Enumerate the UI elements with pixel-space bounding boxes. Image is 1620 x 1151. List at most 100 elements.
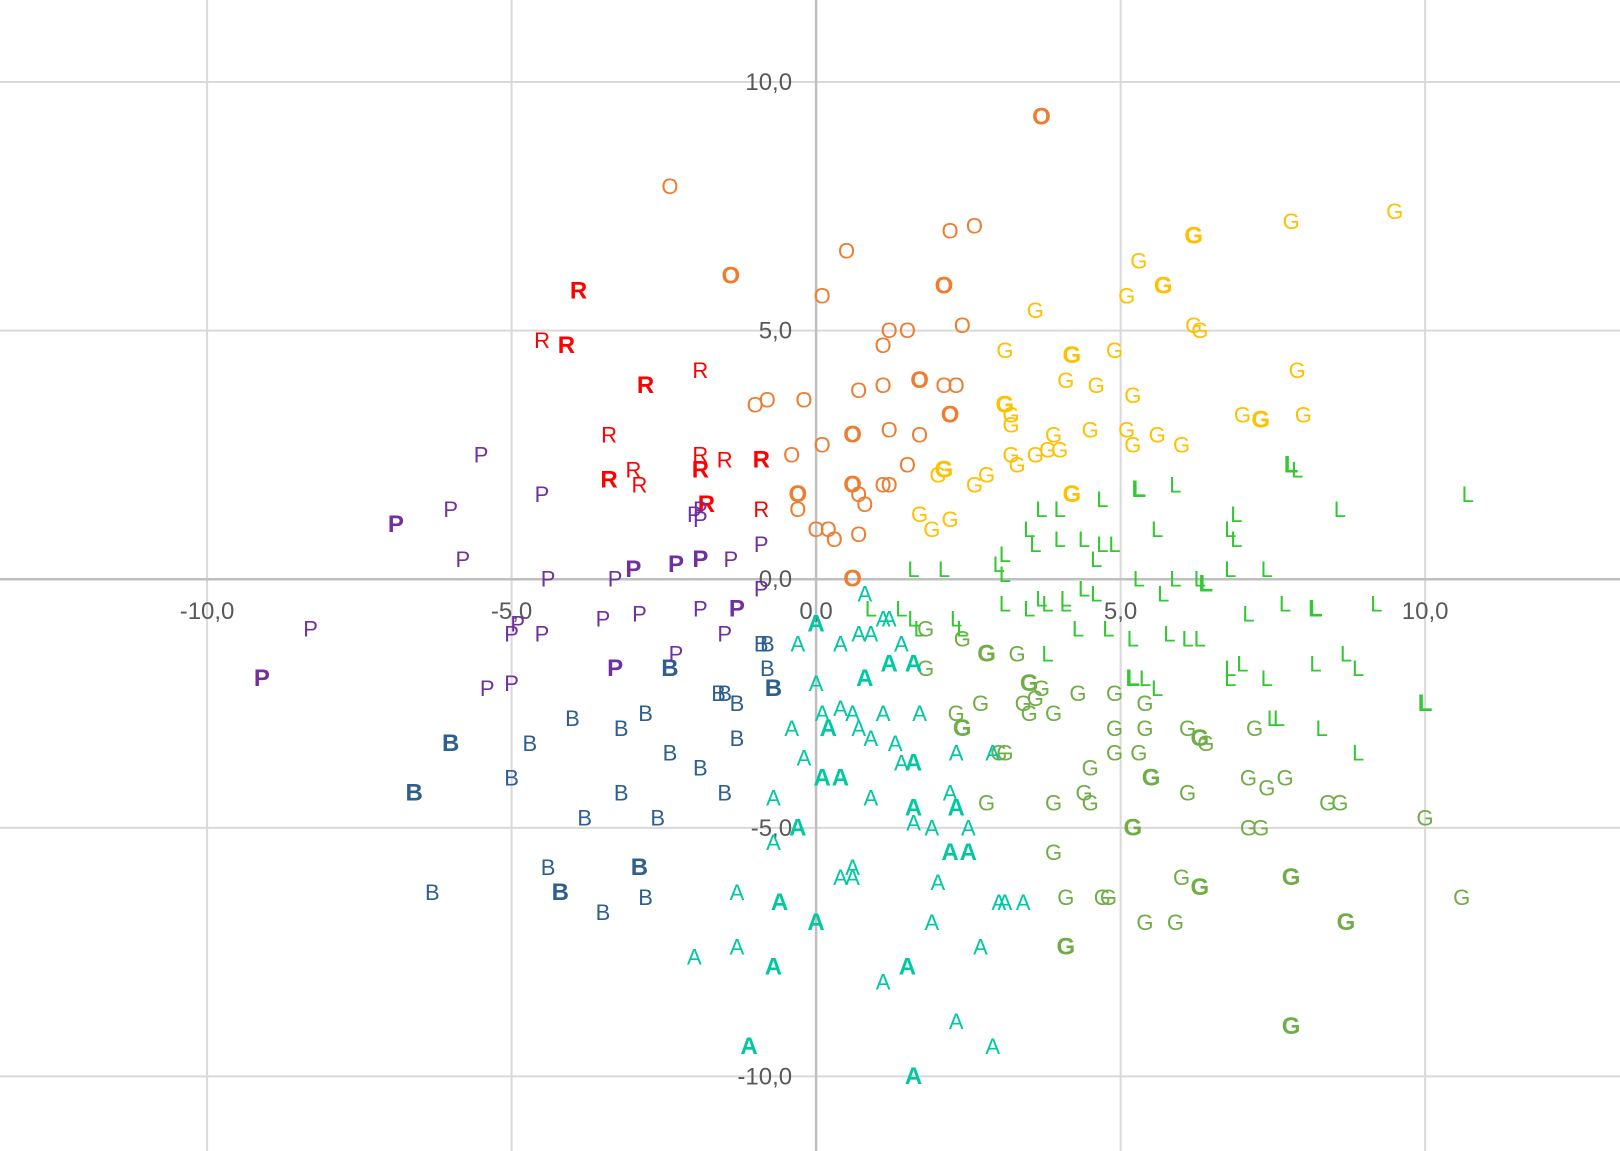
point-l-2-67: L [1418, 690, 1433, 717]
point-a-4-4: A [790, 631, 805, 656]
point-b-5-9: B [614, 716, 629, 741]
point-g-3-33: G [1075, 781, 1092, 806]
point-g-3-21: G [1197, 731, 1214, 756]
point-a-4-41: A [960, 839, 977, 866]
point-l-2-37: L [895, 597, 907, 622]
point-a-4-8: A [894, 631, 909, 656]
point-l-2-71: L [1352, 741, 1364, 766]
point-g-3-20: G [1190, 725, 1209, 752]
y-tick-label-3: 5,0 [759, 318, 792, 345]
point-g-3-45: G [1190, 874, 1209, 901]
point-g-3-1: G [954, 626, 971, 651]
point-b-5-14: B [693, 756, 708, 781]
point-l-2-39: L [1023, 597, 1035, 622]
point-b-5-11: B [523, 731, 538, 756]
point-l-2-18: L [1108, 532, 1120, 557]
point-b-5-21: B [650, 805, 665, 830]
point-g-1-14: G [1088, 373, 1105, 398]
point-g-3-14: G [1045, 701, 1062, 726]
point-o-0-15: O [850, 378, 867, 403]
point-b-5-8: B [565, 706, 580, 731]
point-g-3-25: G [1106, 741, 1123, 766]
point-b-5-10: B [638, 701, 653, 726]
point-l-2-28: L [1199, 571, 1214, 598]
point-l-2-12: L [1078, 527, 1090, 552]
point-o-0-30: O [881, 472, 898, 497]
point-l-2-33: L [1157, 582, 1169, 607]
point-a-4-0: A [857, 582, 872, 607]
point-g-1-32: G [1009, 452, 1026, 477]
point-p-7-1: P [535, 482, 550, 507]
point-a-4-32: A [943, 781, 958, 806]
point-l-2-64: L [1151, 676, 1163, 701]
point-p-7-23: P [303, 616, 318, 641]
point-o-0-27: O [843, 471, 862, 498]
point-l-2-56: L [1041, 641, 1053, 666]
point-l-2-2: L [1462, 482, 1474, 507]
point-p-7-2: P [443, 497, 458, 522]
point-g-1-31: G [1051, 437, 1068, 462]
point-b-5-16: B [504, 766, 519, 791]
point-g-1-19: G [1251, 407, 1270, 434]
point-a-4-19: A [820, 715, 837, 742]
point-g-1-25: G [1149, 423, 1166, 448]
point-l-2-16: L [1029, 532, 1041, 557]
point-a-4-6: A [851, 621, 866, 646]
point-p-7-19: P [596, 607, 611, 632]
x-tick-label-1: -5,0 [491, 598, 532, 625]
point-p-7-20: P [510, 611, 525, 636]
point-l-2-69: L [1273, 706, 1285, 731]
point-l-2-62: L [1125, 665, 1140, 692]
point-o-0-3: O [838, 239, 855, 264]
point-b-5-15: B [730, 726, 745, 751]
point-p-7-0: P [474, 442, 489, 467]
point-p-7-16: P [693, 597, 708, 622]
point-l-2-38: L [999, 592, 1011, 617]
point-l-2-29: L [1224, 557, 1236, 582]
point-g-3-11: G [972, 691, 989, 716]
point-g-1-38: G [923, 517, 940, 542]
point-a-4-37: A [961, 815, 976, 840]
point-a-4-40: A [941, 839, 958, 866]
point-g-3-18: G [1136, 716, 1153, 741]
point-l-2-11: L [1054, 527, 1066, 552]
point-g-1-5: G [1118, 283, 1135, 308]
point-g-3-37: G [1319, 790, 1336, 815]
point-l-2-60: L [1309, 651, 1321, 676]
point-r-6-10: R [692, 456, 709, 483]
point-a-4-31: A [864, 785, 879, 810]
point-a-4-20: A [851, 716, 866, 741]
point-l-2-20: L [1090, 547, 1102, 572]
point-g-3-24: G [996, 741, 1013, 766]
point-r-6-3: R [637, 372, 654, 399]
point-l-2-24: L [999, 562, 1011, 587]
point-g-1-40: G [1063, 481, 1082, 508]
point-l-2-4: L [1169, 472, 1181, 497]
point-l-2-46: L [1242, 602, 1254, 627]
point-p-7-5: P [693, 507, 708, 532]
point-o-0-14: O [795, 388, 812, 413]
point-g-1-27: G [1173, 432, 1190, 457]
point-g-3-29: G [1240, 766, 1257, 791]
point-a-4-25: A [797, 746, 812, 771]
point-l-2-47: L [1279, 592, 1291, 617]
point-a-4-7: A [864, 621, 879, 646]
point-o-0-9: O [899, 318, 916, 343]
point-l-2-21: L [907, 557, 919, 582]
point-g-3-51: G [1136, 910, 1153, 935]
point-g-3-53: G [1337, 909, 1356, 936]
y-tick-label-4: 10,0 [745, 69, 792, 96]
point-g-1-1: G [1283, 209, 1300, 234]
point-g-3-38: G [1331, 790, 1348, 815]
y-tick-label-0: -10,0 [737, 1063, 792, 1090]
point-r-6-7: R [717, 447, 733, 472]
point-o-0-32: O [789, 497, 806, 522]
point-g-1-20: G [1295, 403, 1312, 428]
point-a-4-43: A [833, 865, 848, 890]
point-o-0-19: O [948, 373, 965, 398]
